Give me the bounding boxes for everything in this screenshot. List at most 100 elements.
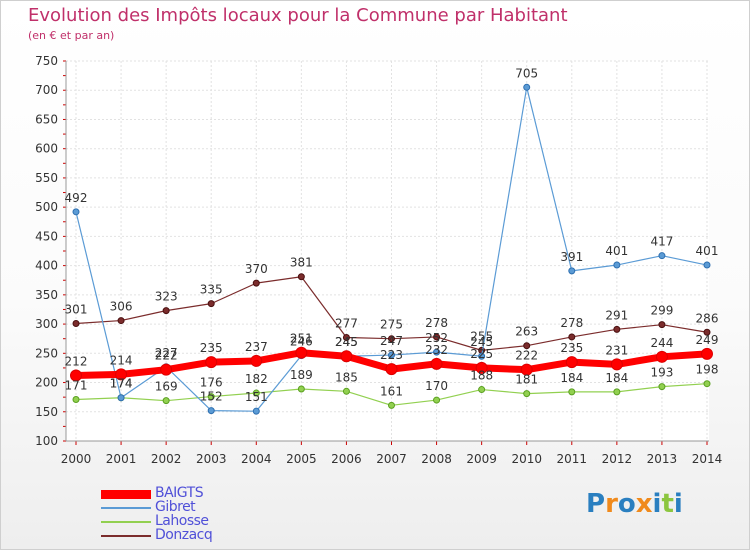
- x-tick-label: 2000: [61, 452, 92, 466]
- data-point-donzacq: [162, 307, 170, 315]
- data-label-donzacq: 381: [290, 256, 313, 270]
- data-point-donzacq: [207, 300, 215, 308]
- data-label-lahosse: 185: [335, 370, 358, 384]
- data-point-donzacq: [433, 333, 441, 341]
- data-label-gibret: 417: [650, 235, 673, 249]
- data-point-gibret: [252, 407, 260, 415]
- data-label-donzacq: 370: [245, 262, 268, 276]
- chart-subtitle: (en € et par an): [28, 29, 115, 42]
- data-label-gibret: 246: [290, 335, 313, 349]
- data-point-baigts: [655, 350, 668, 363]
- data-point-lahosse: [658, 383, 666, 391]
- x-tick-label: 2005: [286, 452, 317, 466]
- data-point-baigts: [475, 361, 488, 374]
- data-point-baigts: [520, 363, 533, 376]
- data-labels: 212 214 222 235 237 251 245 223 232 225 222 235 231 2…: [65, 66, 719, 404]
- data-label-gibret: 245: [470, 335, 493, 349]
- data-label-baigts: 222: [155, 349, 178, 363]
- grid: [66, 60, 709, 442]
- legend-swatch: [101, 521, 151, 523]
- axes: 100 150 200 250 300 350 400 450 500 550 600 650 700 7…: [35, 54, 722, 466]
- data-label-baigts: 251: [290, 332, 313, 346]
- y-tick-label: 300: [35, 317, 58, 331]
- legend-label: Gibret: [155, 499, 196, 515]
- data-label-baigts: 222: [515, 349, 538, 363]
- logo-letter: i: [673, 489, 683, 519]
- y-tick-label: 400: [35, 259, 58, 273]
- data-label-donzacq: 263: [515, 325, 538, 339]
- data-label-lahosse: 198: [696, 363, 719, 377]
- data-point-baigts: [610, 358, 623, 371]
- data-point-baigts: [430, 357, 443, 370]
- data-point-lahosse: [523, 390, 531, 398]
- x-tick-label: 2006: [331, 452, 362, 466]
- data-point-lahosse: [72, 395, 80, 403]
- series-donzacq: [72, 273, 711, 354]
- data-point-lahosse: [252, 389, 260, 397]
- data-point-gibret: [478, 352, 486, 360]
- data-point-donzacq: [388, 335, 395, 343]
- y-tick-label: 550: [35, 171, 58, 185]
- data-point-donzacq: [117, 317, 125, 325]
- data-label-lahosse: 176: [200, 376, 223, 390]
- data-label-donzacq: 286: [696, 311, 719, 325]
- logo-letter: r: [605, 489, 618, 519]
- data-label-baigts: 237: [245, 340, 268, 354]
- data-label-lahosse: 174: [110, 377, 133, 391]
- data-point-donzacq: [658, 321, 666, 329]
- data-point-lahosse: [297, 385, 305, 393]
- data-point-lahosse: [388, 401, 395, 409]
- data-point-baigts: [340, 350, 353, 363]
- data-label-baigts: 231: [605, 343, 628, 357]
- data-point-baigts: [205, 356, 218, 369]
- y-tick-label: 100: [35, 434, 58, 448]
- data-label-lahosse: 184: [560, 371, 583, 385]
- data-label-donzacq: 301: [65, 302, 88, 316]
- data-point-gibret: [117, 394, 125, 402]
- data-label-donzacq: 306: [110, 300, 133, 314]
- data-label-lahosse: 193: [650, 366, 673, 380]
- data-label-donzacq: 323: [155, 290, 178, 304]
- data-point-gibret: [207, 407, 215, 415]
- data-label-lahosse: 169: [155, 380, 178, 394]
- data-point-donzacq: [72, 319, 80, 327]
- series-baigts: [70, 346, 713, 382]
- data-point-donzacq: [252, 279, 260, 287]
- data-label-baigts: 223: [380, 348, 403, 362]
- data-label-baigts: 212: [65, 355, 88, 369]
- x-tick-label: 2013: [647, 452, 678, 466]
- chart-title: Evolution des Impôts locaux pour la Comm…: [28, 5, 568, 26]
- data-label-baigts: 232: [425, 343, 448, 357]
- y-tick-label: 650: [35, 112, 58, 126]
- data-label-baigts: 225: [470, 347, 493, 361]
- y-tick-label: 250: [35, 346, 58, 360]
- y-tick-label: 750: [35, 54, 58, 68]
- data-point-baigts: [385, 363, 398, 376]
- data-point-lahosse: [568, 388, 576, 396]
- data-point-lahosse: [478, 386, 486, 394]
- x-tick-label: 2011: [557, 452, 588, 466]
- plot-area: [66, 61, 709, 441]
- data-point-lahosse: [703, 380, 711, 388]
- data-point-gibret: [703, 261, 711, 269]
- series-group: [70, 83, 713, 415]
- data-label-baigts: 245: [335, 335, 358, 349]
- data-label-donzacq: 277: [335, 317, 358, 331]
- x-tick-label: 2002: [151, 452, 182, 466]
- y-tick-label: 700: [35, 83, 58, 97]
- logo-letter: x: [635, 489, 653, 519]
- data-label-gibret: 401: [696, 244, 719, 258]
- data-point-lahosse: [613, 388, 621, 396]
- data-point-donzacq: [523, 342, 531, 350]
- data-label-donzacq: 275: [380, 318, 403, 332]
- logo-letter: o: [617, 489, 636, 519]
- data-point-donzacq: [342, 334, 350, 342]
- data-point-donzacq: [568, 333, 576, 341]
- logo-letter: P: [586, 489, 606, 519]
- data-label-gibret: 245: [335, 335, 358, 349]
- x-tick-label: 2014: [692, 452, 723, 466]
- x-tick-label: 2009: [466, 452, 497, 466]
- data-label-donzacq: 335: [200, 283, 223, 297]
- data-label-lahosse: 171: [65, 378, 88, 392]
- data-label-baigts: 244: [650, 336, 673, 350]
